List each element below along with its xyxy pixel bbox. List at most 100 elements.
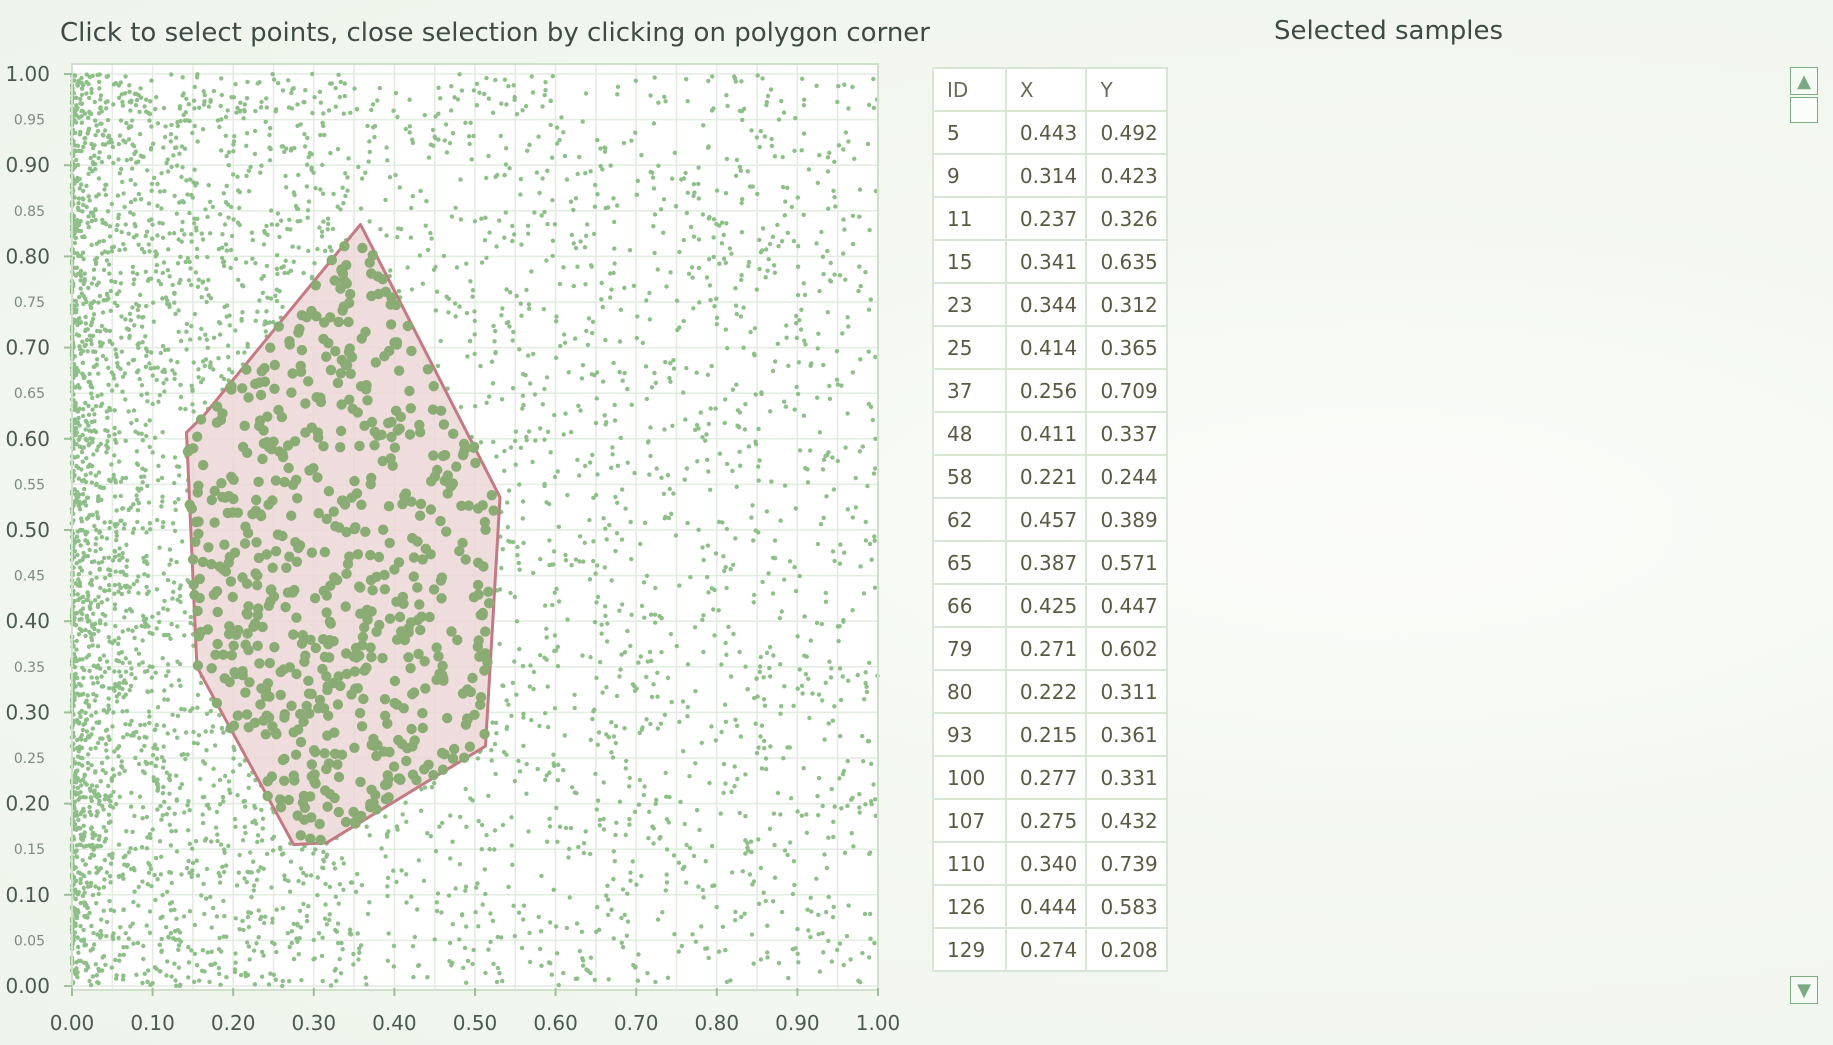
scatter-point (213, 825, 219, 830)
scatter-point (90, 832, 95, 837)
scatter-point (287, 217, 292, 222)
scatter-point (73, 897, 78, 902)
scatter-point (711, 607, 716, 612)
scatter-point (357, 950, 362, 955)
scatter-point (647, 809, 652, 814)
scatter-point (516, 910, 522, 915)
scatter-point (836, 638, 841, 644)
scatter-point (474, 885, 479, 890)
scatter-point (591, 231, 597, 237)
scatter-point (201, 89, 206, 94)
scatter-point (603, 613, 608, 618)
scatter-point (116, 157, 121, 162)
scatter-point (87, 978, 92, 984)
scatter-point (231, 149, 236, 154)
scatter-point (490, 720, 495, 725)
scatter-point (556, 982, 561, 988)
scatter-point (81, 188, 86, 194)
scatter-point (524, 438, 529, 443)
scatter-point (123, 931, 128, 936)
scatter-point (134, 624, 139, 630)
scatter-point (182, 810, 187, 815)
selected-point (292, 493, 303, 504)
scatter-point (171, 589, 176, 595)
scatter-point (852, 156, 857, 161)
scatter-point (754, 676, 759, 681)
scatter-point (589, 372, 595, 377)
scatter-point (89, 675, 94, 680)
scatter-point (148, 99, 153, 104)
scatter-point (218, 103, 223, 109)
scatter-point (723, 781, 728, 786)
scatter-point (856, 978, 861, 983)
scatter-point (270, 836, 275, 841)
scatter-point (242, 824, 247, 830)
scatter-point (603, 526, 608, 531)
scatter-point (639, 603, 645, 609)
scatter-point (691, 853, 697, 859)
scatter-point (458, 177, 463, 182)
scatter-point (622, 285, 627, 291)
scatter-point (470, 288, 476, 293)
scatter-point (850, 515, 855, 520)
scatter-point (452, 95, 457, 100)
scatter-point (605, 883, 610, 888)
scatter-point (803, 672, 809, 677)
scatter-point (739, 200, 744, 206)
scatter-point (214, 809, 220, 815)
scatter-point (653, 585, 658, 591)
scatter-point (170, 521, 176, 526)
scatter-point (207, 806, 212, 811)
scatter-point (121, 876, 126, 881)
scatter-point (804, 654, 809, 659)
scatter-point (552, 412, 557, 418)
scatter-point (77, 423, 82, 428)
scatter-point (742, 911, 747, 916)
scatter-point (140, 438, 145, 443)
scatter-point (194, 228, 199, 233)
scatter-point (93, 884, 98, 889)
scatter-point (126, 327, 131, 332)
scatter-point (809, 909, 814, 914)
scatter-point (750, 184, 755, 189)
scatter-point (226, 215, 231, 220)
scatter-point (577, 473, 582, 478)
scatter-point (525, 148, 530, 153)
scatter-point (101, 954, 107, 959)
scatter-point (751, 600, 756, 605)
scatter-point (614, 693, 620, 699)
scatter-point (80, 360, 86, 365)
scatter-point (117, 685, 123, 690)
scatter-point (652, 250, 657, 256)
scatter-point (613, 832, 618, 838)
scatter-point (717, 261, 722, 266)
scatter-point (136, 651, 142, 656)
scatter-point (825, 248, 830, 254)
scatter-point (600, 167, 605, 172)
scatter-point (231, 744, 236, 750)
scatter-point (684, 210, 689, 216)
scatter-point (831, 904, 836, 910)
scatter-point (85, 590, 90, 595)
scatter-point (131, 502, 136, 507)
scatter-point (529, 269, 534, 274)
scatter-point (81, 691, 86, 697)
scatter-point (487, 230, 492, 235)
scatter-plot[interactable]: 0.00 0.10 0.20 0.30 0.40 0.50 0.60 0.70 0.80 0.90… (0, 0, 900, 1045)
scatter-point (583, 829, 588, 834)
scatter-point (76, 415, 81, 421)
scatter-point (721, 761, 727, 767)
scatter-point (367, 219, 372, 224)
scatter-point (73, 719, 79, 724)
scatter-point (843, 277, 848, 282)
selected-point (358, 693, 369, 705)
scatter-point (296, 878, 301, 884)
scatter-point (119, 335, 124, 340)
selected-point (286, 387, 297, 398)
scatter-point (546, 724, 551, 730)
scatter-point (173, 983, 179, 988)
scatter-point (77, 826, 83, 831)
scatter-point (93, 207, 98, 212)
scatter-point (82, 140, 88, 146)
scatter-point (158, 803, 163, 809)
